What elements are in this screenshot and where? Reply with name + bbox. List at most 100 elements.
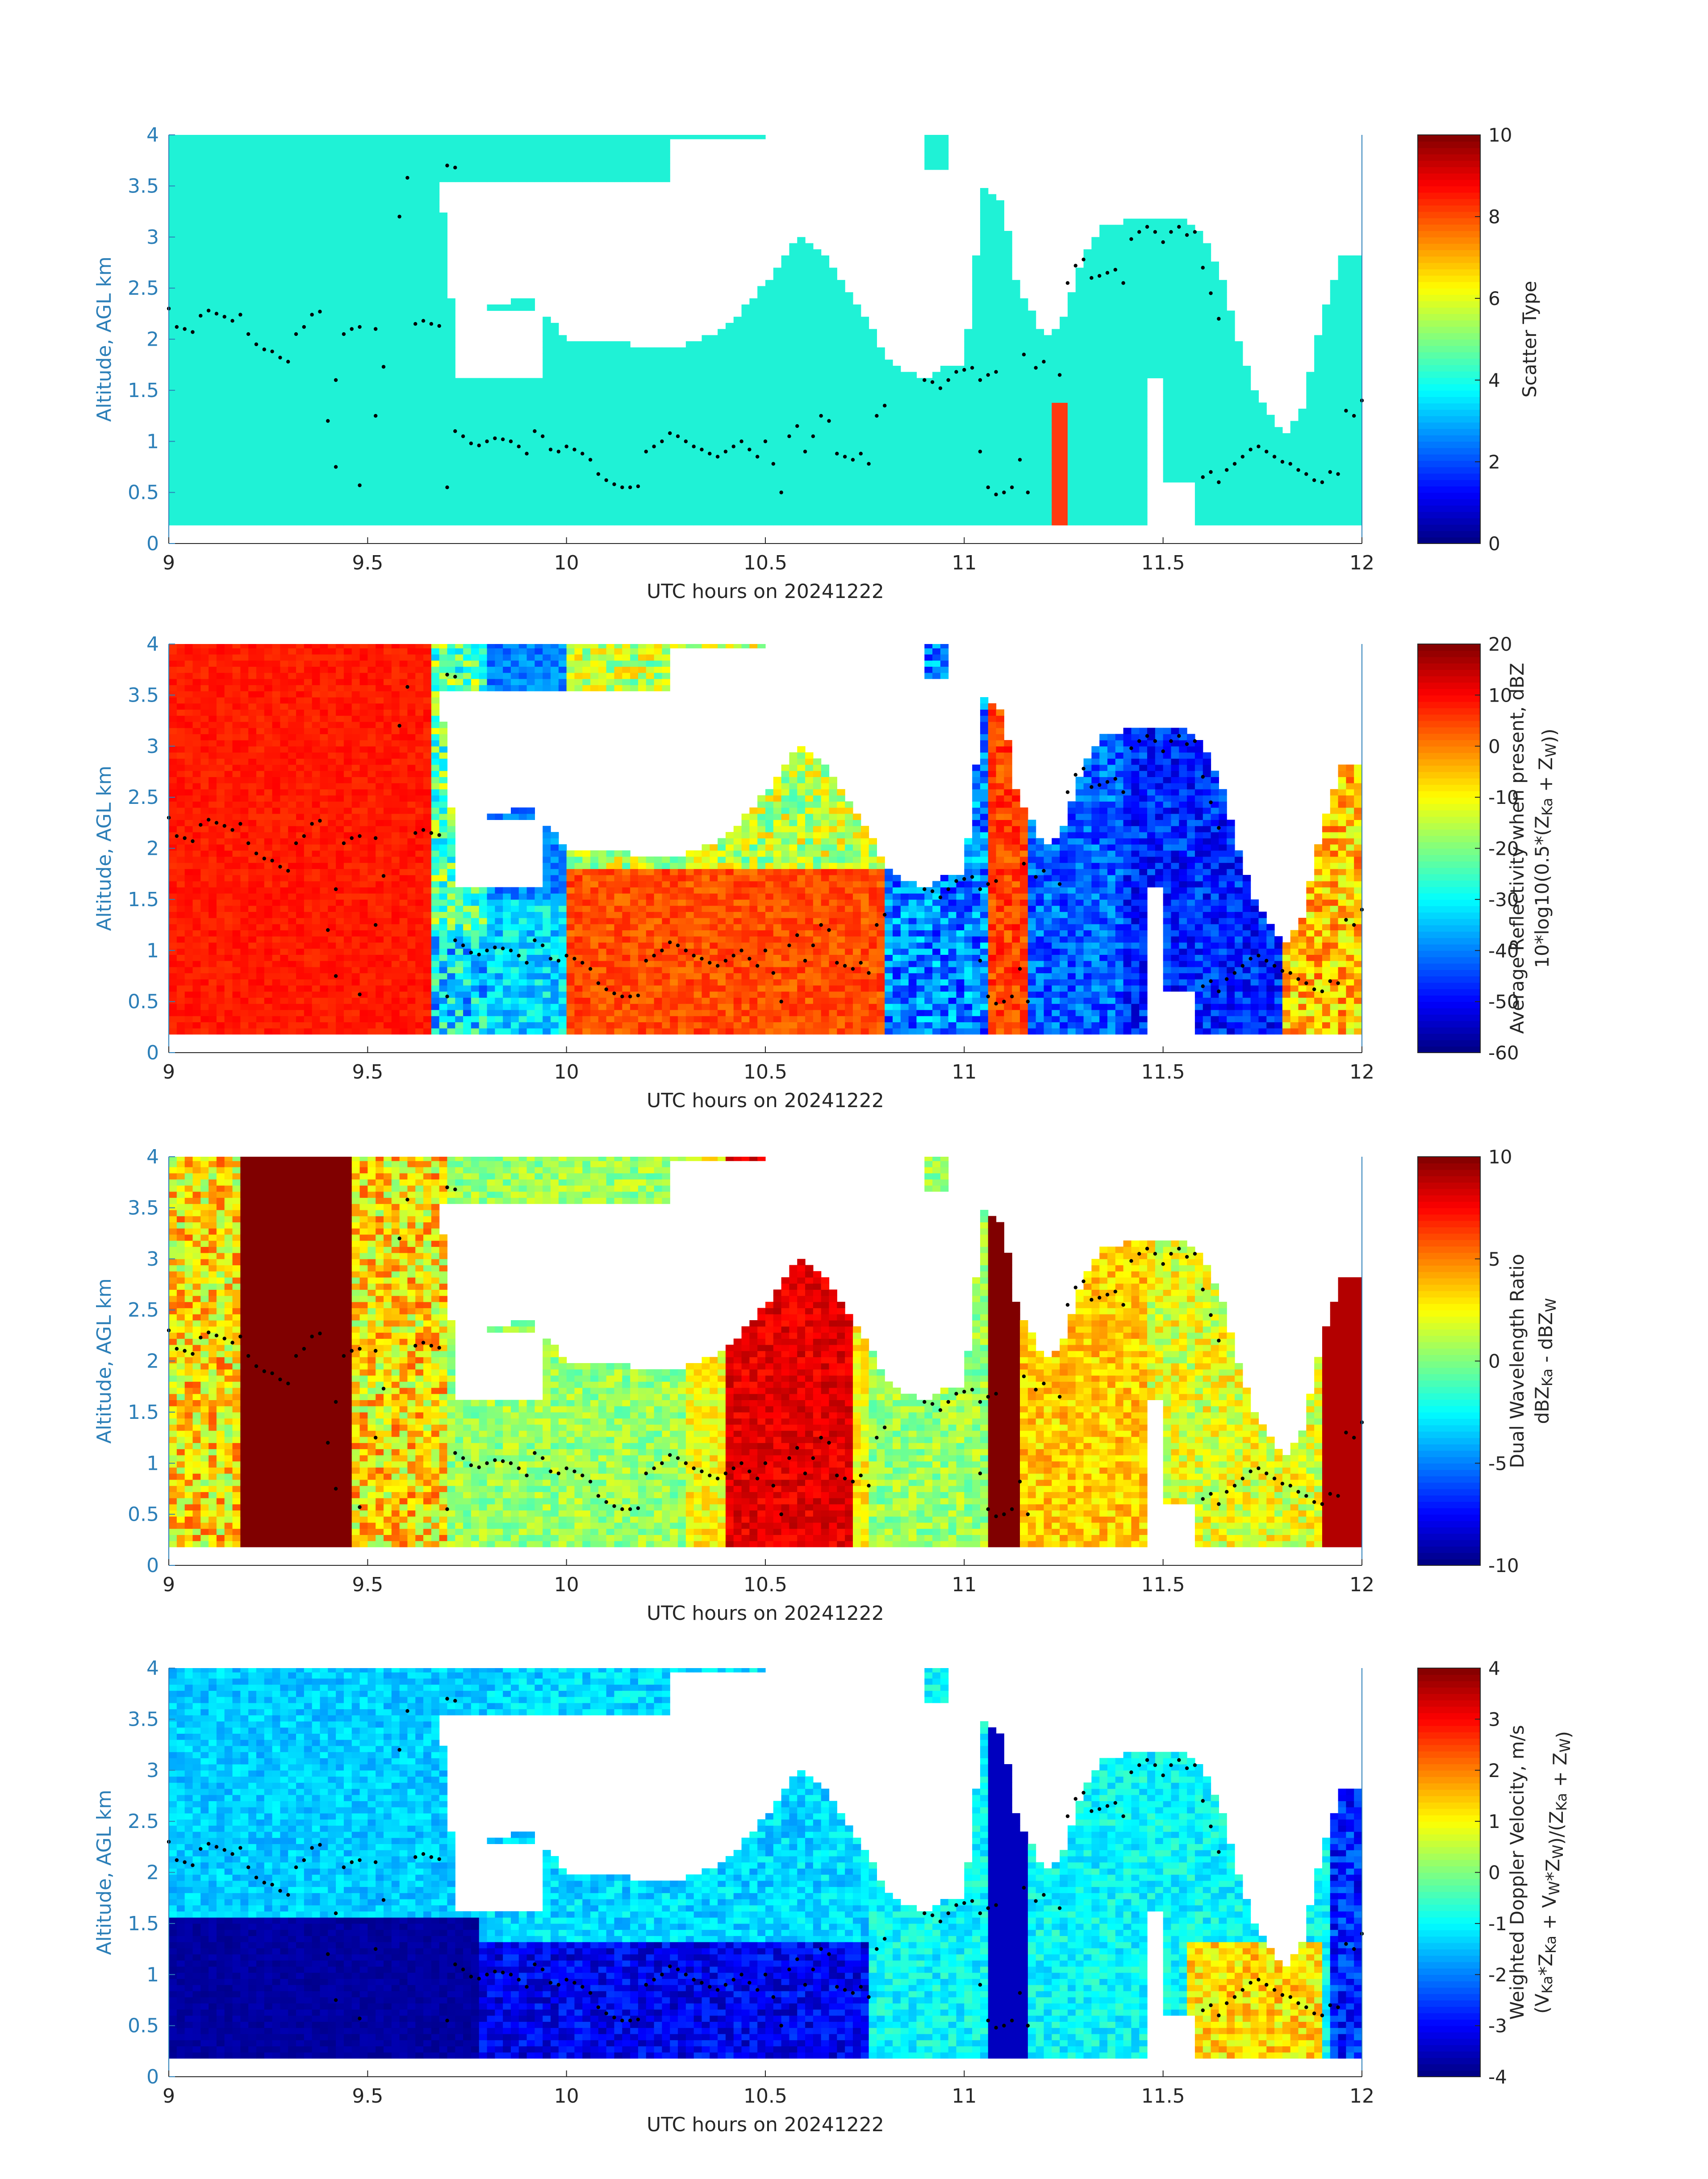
heatmap-cell <box>439 354 447 360</box>
heatmap-cell <box>407 458 415 464</box>
heatmap-cell <box>662 163 670 170</box>
heatmap-cell <box>479 519 487 525</box>
heatmap-cell <box>988 402 996 409</box>
heatmap-cell <box>567 470 575 476</box>
heatmap-cell <box>1028 507 1036 513</box>
heatmap-cell <box>749 335 757 341</box>
heatmap-cell <box>742 427 750 433</box>
heatmap-cell <box>320 501 328 507</box>
heatmap-cell <box>765 298 773 305</box>
heatmap-cell <box>551 347 559 354</box>
heatmap-cell <box>400 470 408 476</box>
heatmap-cell <box>384 452 392 458</box>
heatmap-cell <box>392 445 400 452</box>
heatmap-cell <box>487 452 495 458</box>
heatmap-cell <box>431 329 439 335</box>
heatmap-cell <box>893 470 901 476</box>
heatmap-cell <box>447 452 455 458</box>
heatmap-cell <box>598 163 606 170</box>
heatmap-cell <box>185 335 193 341</box>
heatmap-cell <box>543 519 551 525</box>
heatmap-cell <box>630 384 638 390</box>
heatmap-cell <box>726 519 734 525</box>
heatmap-cell <box>972 329 980 335</box>
heatmap-cell <box>240 421 248 427</box>
heatmap-cell <box>813 445 821 452</box>
heatmap-cell <box>192 513 200 519</box>
heatmap-cell <box>439 415 447 421</box>
heatmap-cell <box>360 335 368 341</box>
heatmap-cell <box>773 280 781 286</box>
heatmap-cell <box>574 409 582 415</box>
heatmap-cell <box>487 390 495 397</box>
heatmap-cell <box>400 317 408 323</box>
heatmap-cell <box>264 310 272 317</box>
heatmap-cell <box>829 268 837 274</box>
heatmap-cell <box>694 390 702 397</box>
heatmap-cell <box>233 323 241 329</box>
heatmap-cell <box>694 384 702 390</box>
heatmap-cell <box>559 341 567 347</box>
heatmap-cell <box>757 347 765 354</box>
heatmap-cell <box>185 445 193 452</box>
heatmap-cell <box>439 298 447 305</box>
heatmap-cell <box>861 366 869 372</box>
heatmap-cell <box>718 470 726 476</box>
heatmap-cell <box>726 341 734 347</box>
heatmap-cell <box>813 335 821 341</box>
heatmap-cell <box>877 482 885 489</box>
heatmap-cell <box>415 176 423 182</box>
heatmap-cell <box>773 482 781 489</box>
heatmap-cell <box>192 347 200 354</box>
heatmap-cell <box>606 439 614 446</box>
heatmap-cell <box>240 280 248 286</box>
heatmap-cell <box>702 341 710 347</box>
heatmap-cell <box>455 464 463 470</box>
heatmap-cell <box>217 135 225 139</box>
heatmap-cell <box>415 427 423 433</box>
heatmap-cell <box>1044 476 1052 482</box>
heatmap-cell <box>757 415 765 421</box>
heatmap-cell <box>909 433 917 439</box>
heatmap-cell <box>280 335 288 341</box>
heatmap-cell <box>606 458 614 464</box>
heatmap-cell <box>248 445 256 452</box>
heatmap-cell <box>304 402 312 409</box>
heatmap-cell <box>336 317 344 323</box>
heatmap-cell <box>407 243 415 249</box>
heatmap-cell <box>407 501 415 507</box>
heatmap-cell <box>248 402 256 409</box>
heatmap-cell <box>980 310 988 317</box>
heatmap-cell <box>559 354 567 360</box>
heatmap-cell <box>328 231 336 237</box>
heatmap-cell <box>996 231 1004 237</box>
heatmap-cell <box>614 151 622 158</box>
heatmap-cell <box>734 397 742 403</box>
heatmap-cell <box>280 225 288 231</box>
heatmap-cell <box>296 286 304 293</box>
heatmap-cell <box>392 507 400 513</box>
heatmap-cell <box>614 501 622 507</box>
heatmap-cell <box>622 470 630 476</box>
heatmap-cell <box>177 452 185 458</box>
heatmap-cell <box>248 421 256 427</box>
heatmap-cell <box>1028 341 1036 347</box>
heatmap-cell <box>264 139 272 145</box>
heatmap-cell <box>177 427 185 433</box>
heatmap-cell <box>352 274 360 280</box>
heatmap-cell <box>678 445 686 452</box>
heatmap-cell <box>757 286 765 293</box>
heatmap-cell <box>256 194 264 201</box>
heatmap-cell <box>392 458 400 464</box>
heatmap-cell <box>543 372 551 378</box>
heatmap-cell <box>988 384 996 390</box>
heatmap-cell <box>431 157 439 163</box>
heatmap-cell <box>431 433 439 439</box>
heatmap-cell <box>384 445 392 452</box>
heatmap-cell <box>574 501 582 507</box>
heatmap-cell <box>240 409 248 415</box>
heatmap-cell <box>805 482 813 489</box>
heatmap-cell <box>598 415 606 421</box>
heatmap-cell <box>288 384 296 390</box>
heatmap-cell <box>455 458 463 464</box>
